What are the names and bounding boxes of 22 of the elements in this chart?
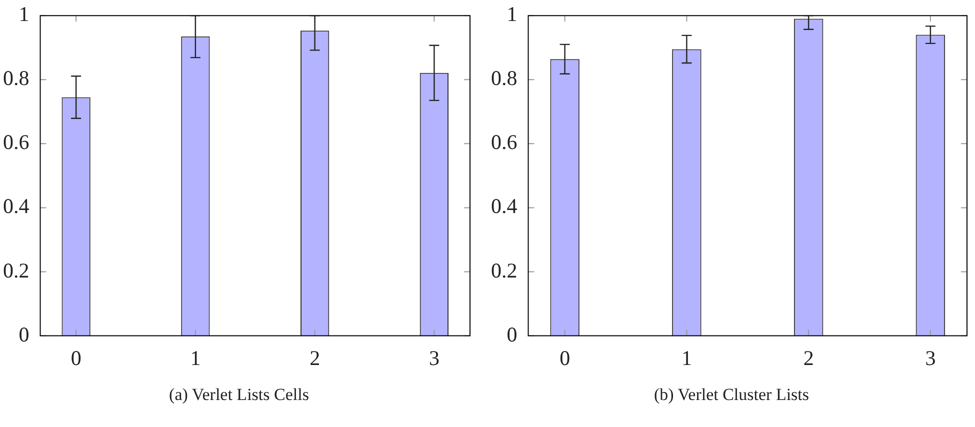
y-tick-label: 0.4 (491, 194, 518, 218)
y-tick-label: 1 (506, 2, 518, 26)
y-tick-label: 0 (18, 322, 30, 346)
y-tick-label: 0.8 (3, 66, 30, 90)
y-tick-label: 1 (18, 2, 30, 26)
x-tick-label: 2 (803, 346, 814, 370)
y-tick-label: 0.2 (3, 258, 30, 282)
text: (b) Verlet Cluster Lists (652, 385, 810, 405)
x-tick-label: 3 (428, 346, 440, 370)
x-tick-label: 1 (190, 346, 201, 370)
x-tick-label: 0 (70, 346, 82, 370)
y-tick-label: 0.4 (3, 194, 30, 218)
y-tick-label: 0.6 (491, 130, 518, 154)
y-tick-label: 0.8 (491, 66, 518, 90)
x-tick-label: 2 (310, 346, 320, 370)
text: (a) Verlet Lists Cells (168, 385, 310, 405)
x-tick-label: 0 (560, 346, 570, 370)
y-tick-label: 0 (506, 322, 518, 346)
x-tick-label: 1 (681, 346, 692, 370)
y-tick-label: 0.6 (3, 130, 30, 154)
x-tick-label: 3 (925, 346, 936, 370)
y-tick-label: 0.2 (491, 258, 518, 282)
